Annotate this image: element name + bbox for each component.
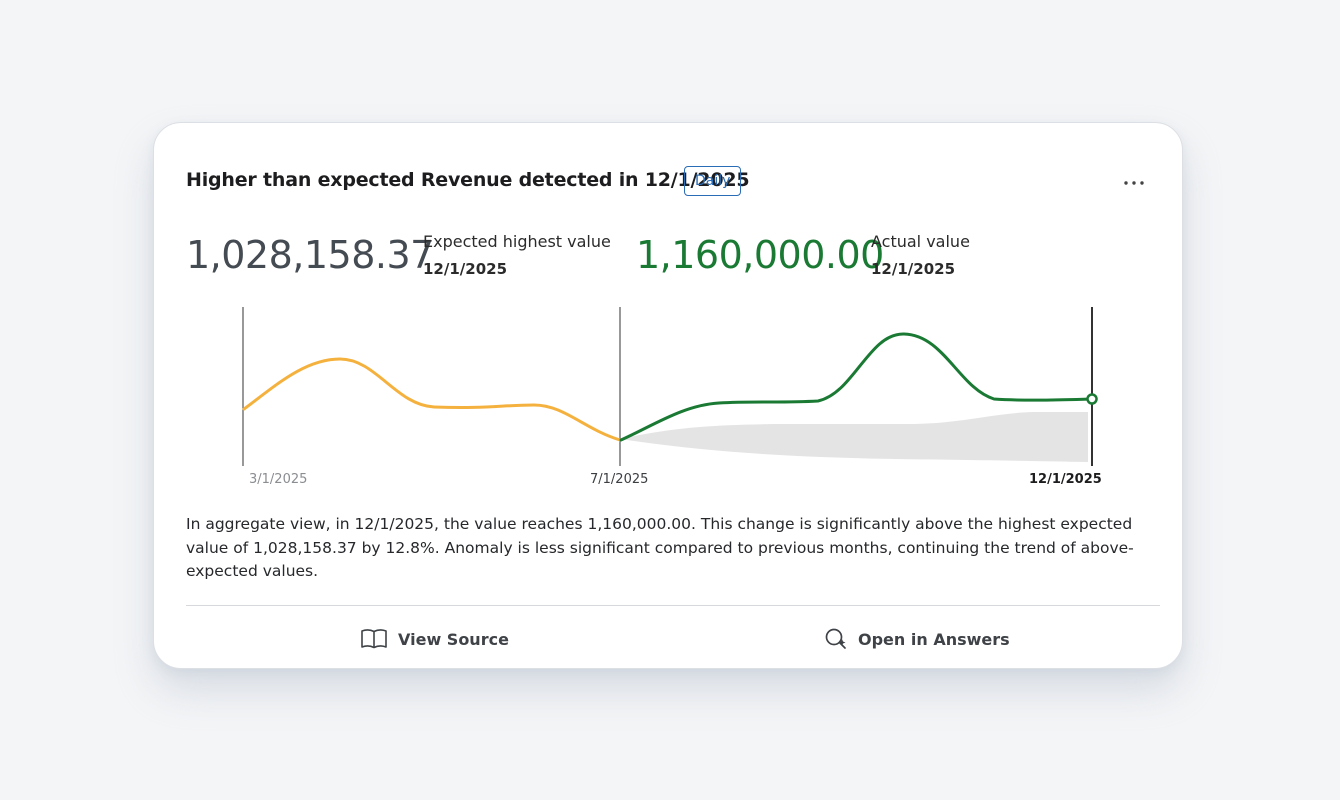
history-series-line [242, 357, 622, 442]
actual-series-line [619, 332, 1094, 442]
open-in-answers-button[interactable]: Open in Answers [824, 623, 1010, 655]
card-title: Higher than expected Revenue detected in… [186, 169, 750, 191]
expected-label: Expected highest value [423, 232, 611, 251]
anomaly-card: Higher than expected Revenue detected in… [153, 122, 1183, 669]
actual-endpoint-marker [1086, 393, 1098, 405]
expected-value: 1,028,158.37 [186, 233, 434, 277]
actual-label: Actual value [871, 232, 970, 251]
actual-value: 1,160,000.00 [636, 233, 884, 277]
expected-range-band [620, 412, 1088, 462]
view-source-button[interactable]: View Source [360, 623, 509, 655]
actual-date: 12/1/2025 [871, 260, 956, 278]
x-tick-label: 7/1/2025 [590, 472, 649, 487]
anomaly-summary: In aggregate view, in 12/1/2025, the val… [186, 515, 1134, 580]
expected-date: 12/1/2025 [423, 260, 508, 278]
more-options-button[interactable] [1122, 169, 1148, 194]
revenue-chart [242, 307, 1098, 466]
frequency-badge[interactable]: Daily [684, 166, 742, 196]
divider [186, 605, 1160, 606]
x-tick-label: 12/1/2025 [1029, 472, 1102, 487]
view-source-label: View Source [398, 629, 509, 649]
more-horizontal-icon [1122, 169, 1148, 194]
open-in-answers-label: Open in Answers [858, 629, 1010, 649]
x-tick-label: 3/1/2025 [249, 472, 308, 487]
sparkle-search-icon [824, 627, 848, 651]
book-open-icon [360, 628, 388, 650]
